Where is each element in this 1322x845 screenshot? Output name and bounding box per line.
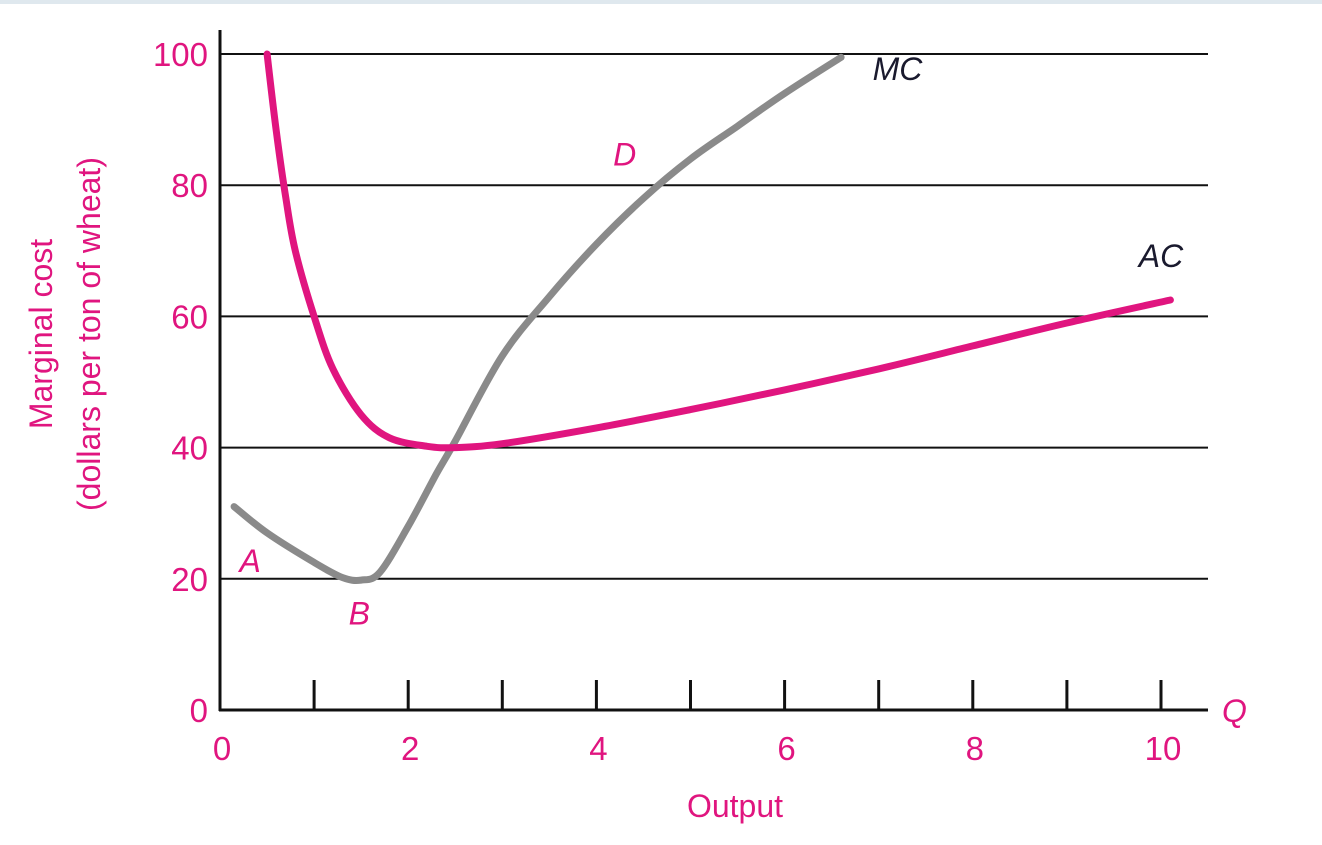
y-axis-title-line2: (dollars per ton of wheat) [71, 157, 107, 511]
series-line-mc [230, 53, 845, 584]
x-axis-tick-labels: 0 2 4 6 8 10 [213, 730, 1182, 767]
y-tick-label-80: 80 [171, 167, 208, 204]
curve-annotations: MC AC D A B [237, 51, 1184, 631]
grid-lines [220, 53, 1208, 580]
y-axis-title-line1: Marginal cost [23, 239, 59, 429]
x-tick-label-2: 2 [401, 730, 419, 767]
y-axis-tick-labels: 0 20 40 60 80 100 [153, 36, 208, 729]
annotation-d: D [613, 137, 636, 173]
x-axis-title: Output [687, 788, 783, 824]
y-tick-label-40: 40 [171, 430, 208, 467]
x-tick-label-8: 8 [966, 730, 984, 767]
annotation-b: B [349, 596, 370, 632]
x-tick-label-10: 10 [1145, 730, 1182, 767]
x-tick-label-0: 0 [213, 730, 231, 767]
x-tick-label-4: 4 [589, 730, 607, 767]
annotation-a: A [237, 543, 260, 579]
annotation-mc: MC [873, 51, 924, 87]
annotation-ac: AC [1137, 238, 1184, 274]
top-border-strip [0, 0, 1322, 4]
y-tick-label-0: 0 [190, 692, 208, 729]
y-tick-label-100: 100 [153, 36, 208, 73]
y-axis-title: Marginal cost (dollars per ton of wheat) [23, 157, 107, 511]
y-tick-label-60: 60 [171, 298, 208, 335]
y-tick-label-20: 20 [171, 561, 208, 598]
x-axis-symbol: Q [1222, 693, 1247, 729]
x-tick-label-6: 6 [777, 730, 795, 767]
series-line-ac [263, 50, 1174, 452]
series-lines [230, 50, 1174, 584]
axes [218, 30, 1208, 712]
x-axis-ticks [312, 680, 1163, 710]
